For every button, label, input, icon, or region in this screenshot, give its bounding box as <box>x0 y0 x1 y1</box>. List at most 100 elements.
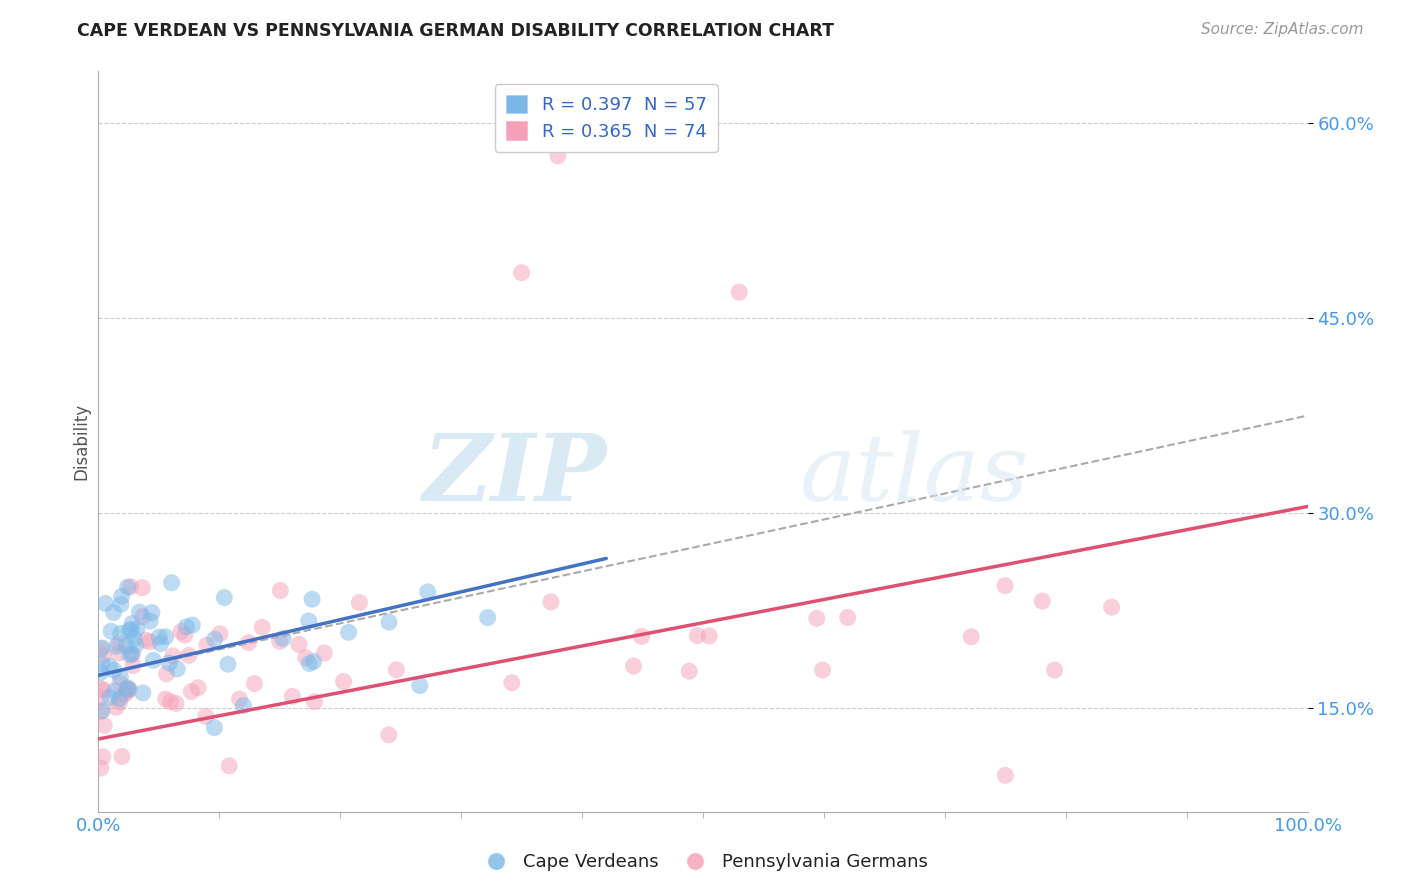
Point <box>170 624 193 639</box>
Point <box>204 721 226 735</box>
Point <box>157 656 180 670</box>
Point <box>105 700 128 714</box>
Point <box>121 616 143 631</box>
Point <box>121 648 143 662</box>
Text: ZIP: ZIP <box>422 430 606 520</box>
Point <box>91 749 114 764</box>
Point <box>131 581 153 595</box>
Point <box>314 646 336 660</box>
Point <box>107 646 129 660</box>
Point <box>90 641 112 656</box>
Point <box>250 620 273 634</box>
Point <box>103 663 125 677</box>
Point <box>294 650 316 665</box>
Point <box>269 583 291 598</box>
Point <box>112 687 135 701</box>
Point <box>540 595 562 609</box>
Text: CAPE VERDEAN VS PENNSYLVANIA GERMAN DISABILITY CORRELATION CHART: CAPE VERDEAN VS PENNSYLVANIA GERMAN DISA… <box>77 22 834 40</box>
Point <box>728 285 751 300</box>
Point <box>103 606 125 620</box>
Point <box>623 659 645 673</box>
Point <box>117 580 139 594</box>
Point <box>181 618 204 632</box>
Point <box>108 691 131 706</box>
Point <box>218 759 240 773</box>
Point <box>165 697 187 711</box>
Point <box>349 595 371 609</box>
Point <box>806 611 828 625</box>
Point <box>93 718 115 732</box>
Point <box>180 684 202 698</box>
Point <box>90 681 112 696</box>
Point <box>501 675 523 690</box>
Point <box>204 632 226 646</box>
Point <box>271 632 294 646</box>
Point <box>110 590 132 604</box>
Y-axis label: Disability: Disability <box>72 403 90 480</box>
Point <box>118 648 141 662</box>
Point <box>176 620 198 634</box>
Point <box>194 709 217 723</box>
Point <box>108 637 131 651</box>
Point <box>217 657 239 672</box>
Point <box>132 686 155 700</box>
Point <box>148 630 170 644</box>
Point <box>132 609 155 624</box>
Point <box>125 638 148 652</box>
Point <box>122 658 145 673</box>
Point <box>122 632 145 646</box>
Point <box>385 663 408 677</box>
Point <box>115 685 138 699</box>
Point <box>337 625 360 640</box>
Point <box>141 606 163 620</box>
Point <box>378 615 401 629</box>
Point <box>110 626 132 640</box>
Point <box>100 624 122 639</box>
Point <box>115 681 138 696</box>
Point <box>121 647 143 661</box>
Point <box>994 768 1017 782</box>
Point <box>678 664 700 678</box>
Point <box>1031 594 1053 608</box>
Point <box>98 690 121 705</box>
Point <box>155 692 177 706</box>
Point <box>409 679 432 693</box>
Point <box>98 659 121 673</box>
Point <box>697 629 720 643</box>
Point <box>110 670 132 684</box>
Point <box>139 614 162 628</box>
Point <box>228 692 250 706</box>
Point <box>117 682 139 697</box>
Point <box>125 622 148 636</box>
Point <box>281 690 304 704</box>
Point <box>128 605 150 619</box>
Point <box>332 674 354 689</box>
Point <box>90 761 112 775</box>
Point <box>91 648 114 663</box>
Point <box>232 698 254 713</box>
Point <box>288 637 311 651</box>
Point <box>301 592 323 607</box>
Point <box>110 597 132 611</box>
Point <box>187 681 209 695</box>
Point <box>510 266 533 280</box>
Point <box>416 584 439 599</box>
Legend: Cape Verdeans, Pennsylvania Germans: Cape Verdeans, Pennsylvania Germans <box>471 847 935 879</box>
Point <box>155 666 177 681</box>
Point <box>105 639 128 653</box>
Point <box>94 597 117 611</box>
Point <box>298 614 321 628</box>
Point <box>118 682 141 697</box>
Point <box>108 695 131 709</box>
Point <box>91 640 114 655</box>
Point <box>162 648 184 663</box>
Point <box>173 628 195 642</box>
Legend: R = 0.397  N = 57, R = 0.365  N = 74: R = 0.397 N = 57, R = 0.365 N = 74 <box>495 84 717 152</box>
Point <box>208 626 231 640</box>
Point <box>160 575 183 590</box>
Point <box>686 629 709 643</box>
Point <box>960 630 983 644</box>
Point <box>111 749 134 764</box>
Point <box>378 728 401 742</box>
Point <box>117 681 139 695</box>
